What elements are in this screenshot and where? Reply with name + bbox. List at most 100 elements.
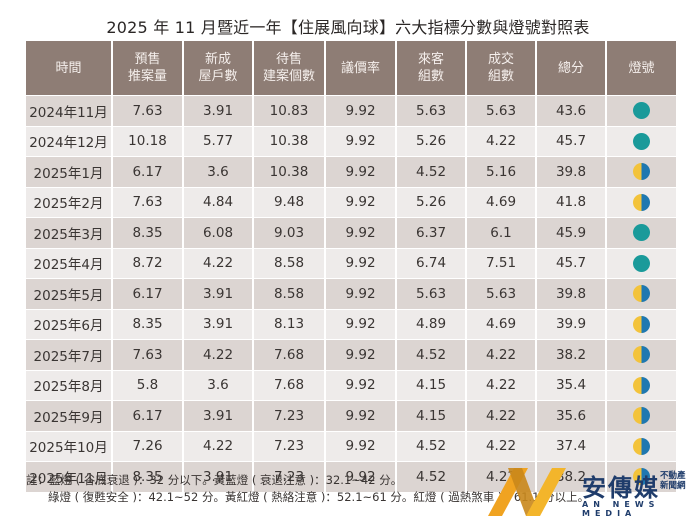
cell-deals: 5.63 [465, 95, 536, 126]
cell-lamp [605, 278, 676, 309]
cell-visitors: 5.26 [395, 186, 466, 218]
cell-presale: 8.72 [111, 247, 183, 279]
cell-presale: 8.35 [111, 308, 183, 340]
cell-deals: 4.22 [465, 369, 536, 401]
score-table: 時間 預售 推案量 新成 屋戶數 待售 建案個數 議價率 來客 組數 成交 組數 總分 燈… [26, 41, 676, 492]
cell-lamp [605, 339, 676, 370]
an-news-media-logo: 安傳媒 不動產 新聞網 AN NEWS MEDIA [488, 466, 688, 518]
cell-bargain-rate: 9.92 [324, 369, 396, 401]
cell-lamp [605, 217, 676, 248]
table-row: 2025年1月 6.17 3.6 10.38 9.92 4.52 5.16 39.8 [26, 156, 676, 187]
cell-new-homes: 3.91 [182, 95, 253, 126]
cell-total: 38.2 [535, 339, 606, 370]
cell-deals: 6.1 [465, 217, 536, 248]
cell-deals: 4.22 [465, 339, 536, 370]
cell-unsold: 10.83 [252, 95, 325, 126]
cell-deals: 5.63 [465, 278, 536, 309]
cell-unsold: 7.23 [252, 461, 325, 492]
cell-lamp [605, 247, 676, 279]
cell-new-homes: 3.91 [182, 461, 253, 492]
cell-presale: 8.35 [111, 217, 183, 248]
cell-presale: 6.17 [111, 278, 183, 309]
cell-deals: 4.22 [465, 125, 536, 157]
cell-total: 39.9 [535, 308, 606, 340]
header-total: 總分 [535, 41, 606, 96]
cell-new-homes: 4.22 [182, 339, 253, 370]
cell-unsold: 10.38 [252, 125, 325, 157]
cell-deals: 4.22 [465, 400, 536, 431]
cell-time: 2025年2月 [26, 186, 112, 218]
cell-time: 2024年11月 [26, 95, 112, 126]
cell-visitors: 4.52 [395, 430, 466, 462]
yellow-blue-lamp-icon [633, 376, 650, 394]
cell-lamp [605, 369, 676, 401]
cell-unsold: 7.23 [252, 430, 325, 462]
yellow-blue-lamp-icon [633, 346, 650, 364]
table-row: 2025年9月 6.17 3.91 7.23 9.92 4.15 4.22 35.6 [26, 400, 676, 431]
cell-time: 2025年9月 [26, 400, 112, 431]
yellow-blue-lamp-icon [633, 407, 650, 425]
cell-deals: 5.16 [465, 156, 536, 187]
cell-time: 2025年3月 [26, 217, 112, 248]
cell-total: 39.8 [535, 278, 606, 309]
cell-deals: 7.51 [465, 247, 536, 279]
cell-visitors: 5.63 [395, 278, 466, 309]
table-row: 2025年5月 6.17 3.91 8.58 9.92 5.63 5.63 39.8 [26, 278, 676, 309]
cell-new-homes: 4.22 [182, 247, 253, 279]
cell-time: 2025年8月 [26, 369, 112, 401]
footnote-line-2: 綠燈 ( 復甦安全 )：42.1~52 分。黃紅燈 ( 熱絡注意 )：52.1~… [48, 490, 590, 504]
cell-new-homes: 3.91 [182, 308, 253, 340]
cell-presale: 10.18 [111, 125, 183, 157]
table-row: 2024年11月 7.63 3.91 10.83 9.92 5.63 5.63 43.6 [26, 95, 676, 126]
logo-name-en: AN NEWS MEDIA [582, 500, 660, 518]
cell-new-homes: 5.77 [182, 125, 253, 157]
cell-visitors: 4.52 [395, 156, 466, 187]
cell-unsold: 9.48 [252, 186, 325, 218]
table-row: 2025年4月 8.72 4.22 8.58 9.92 6.74 7.51 45.7 [26, 247, 676, 279]
cell-total: 45.9 [535, 217, 606, 248]
logo-name-cn: 安傳媒 [582, 474, 660, 502]
header-deals: 成交 組數 [465, 41, 536, 96]
cell-bargain-rate: 9.92 [324, 156, 396, 187]
cell-new-homes: 6.08 [182, 217, 253, 248]
green-lamp-icon [633, 224, 650, 242]
header-visitors: 來客 組數 [395, 41, 466, 96]
cell-total: 37.4 [535, 430, 606, 462]
cell-new-homes: 4.84 [182, 186, 253, 218]
footnote: 註：藍燈 ( 谷底衰退 )：32 分以下。黃藍燈 ( 衰退注意 )：32.1~4… [26, 472, 589, 506]
cell-bargain-rate: 9.92 [324, 186, 396, 218]
yellow-blue-lamp-icon [633, 193, 650, 211]
header-new-homes: 新成 屋戶數 [182, 41, 253, 96]
green-lamp-icon [633, 102, 650, 120]
cell-time: 2025年6月 [26, 308, 112, 340]
cell-total: 45.7 [535, 247, 606, 279]
cell-visitors: 4.89 [395, 308, 466, 340]
cell-presale: 7.63 [111, 95, 183, 126]
cell-total: 35.6 [535, 400, 606, 431]
cell-time: 2025年10月 [26, 430, 112, 462]
cell-bargain-rate: 9.92 [324, 461, 396, 492]
cell-presale: 8.35 [111, 461, 183, 492]
cell-bargain-rate: 9.92 [324, 95, 396, 126]
cell-total: 35.4 [535, 369, 606, 401]
cell-bargain-rate: 9.92 [324, 400, 396, 431]
cell-unsold: 10.38 [252, 156, 325, 187]
green-lamp-icon [633, 132, 650, 150]
header-time: 時間 [26, 41, 112, 96]
cell-unsold: 7.68 [252, 339, 325, 370]
cell-bargain-rate: 9.92 [324, 339, 396, 370]
yellow-blue-lamp-icon [633, 285, 650, 303]
cell-new-homes: 3.91 [182, 278, 253, 309]
table-row: 2025年3月 8.35 6.08 9.03 9.92 6.37 6.1 45.9 [26, 217, 676, 248]
cell-bargain-rate: 9.92 [324, 430, 396, 462]
cell-time: 2025年7月 [26, 339, 112, 370]
cell-presale: 6.17 [111, 400, 183, 431]
cell-bargain-rate: 9.92 [324, 125, 396, 157]
cell-time: 2025年11月 [26, 461, 112, 492]
cell-unsold: 8.58 [252, 278, 325, 309]
cell-total: 43.6 [535, 95, 606, 126]
cell-time: 2025年1月 [26, 156, 112, 187]
header-unsold: 待售 建案個數 [252, 41, 325, 96]
cell-total: 45.7 [535, 125, 606, 157]
cell-unsold: 7.68 [252, 369, 325, 401]
